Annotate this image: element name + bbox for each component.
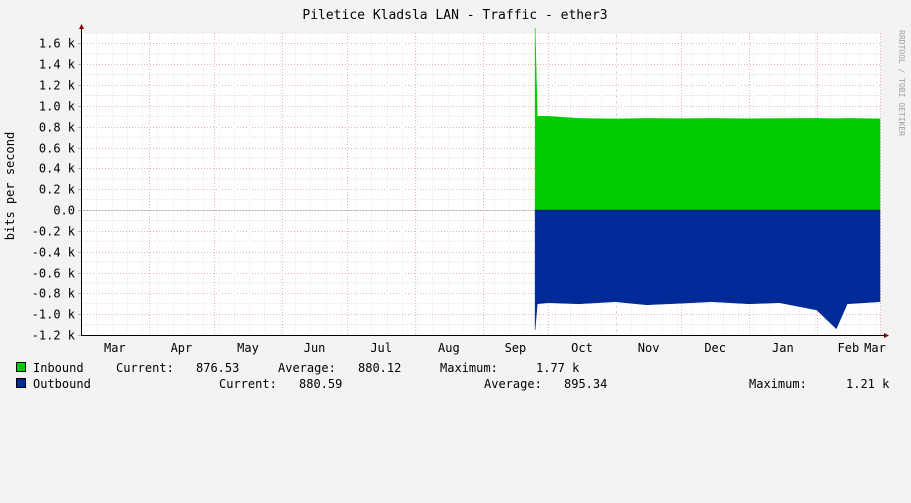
- x-tick-label: Apr: [171, 341, 193, 355]
- x-tick-label: May: [237, 341, 259, 355]
- tick-labels: 1.6 k 1.4 k 1.2 k 1.0 k 0.8 k 0.6 k 0.4 k 0.2 k…: [32, 37, 886, 356]
- legend-current-outbound: 880.59: [299, 377, 343, 391]
- y-tick-label: 1.0 k: [39, 100, 76, 114]
- legend-maximum-inbound: 1.77 k: [536, 361, 580, 375]
- data-layer: [534, 27, 881, 330]
- y-tick-label: -0.4 k: [32, 246, 76, 260]
- legend-label-inbound: Inbound: [33, 361, 84, 375]
- y-tick-label: 1.2 k: [39, 79, 76, 93]
- x-tick-label: Mar: [104, 341, 126, 355]
- y-tick-label: -0.2 k: [32, 225, 76, 239]
- legend-average-label-outbound: Average:: [484, 377, 542, 391]
- x-axis-arrow: [884, 333, 889, 338]
- legend-current-inbound: 876.53: [196, 361, 240, 375]
- y-tick-label: -1.0 k: [32, 308, 76, 322]
- chart-watermark: RRDTOOL / TOBI OETIKER: [897, 30, 906, 136]
- y-axis-label: bits per second: [3, 132, 17, 240]
- x-tick-label: Feb: [838, 341, 860, 355]
- y-tick-label: 1.6 k: [39, 37, 76, 51]
- series-area-outbound: [534, 209, 881, 330]
- x-tick-label: Oct: [571, 341, 593, 355]
- y-tick-label: 0.4 k: [39, 162, 76, 176]
- y-tick-label: -0.8 k: [32, 287, 76, 301]
- x-tick-label: Mar: [864, 341, 886, 355]
- y-tick-label: -0.6 k: [32, 267, 76, 281]
- legend-current-label-inbound: Current:: [116, 361, 174, 375]
- legend-average-label-inbound: Average:: [278, 361, 336, 375]
- x-tick-label: Jun: [304, 341, 326, 355]
- x-tick-label: Jan: [772, 341, 794, 355]
- legend-maximum-outbound: 1.21 k: [846, 377, 890, 391]
- series-area-inbound: [534, 27, 881, 211]
- legend-swatch-outbound: [16, 378, 26, 388]
- y-tick-label: 0.6 k: [39, 142, 76, 156]
- x-tick-label: Dec: [704, 341, 726, 355]
- legend-average-inbound: 880.12: [358, 361, 402, 375]
- legend-current-label-outbound: Current:: [219, 377, 277, 391]
- y-axis-arrow: [79, 24, 84, 29]
- legend-row-inbound: Inbound Current: 876.53 Average: 880.12 …: [16, 361, 579, 375]
- x-tick-label: Sep: [505, 341, 527, 355]
- legend-label-outbound: Outbound: [33, 377, 91, 391]
- legend-swatch-inbound: [16, 362, 26, 372]
- x-tick-label: Aug: [438, 341, 460, 355]
- x-tick-label: Jul: [370, 341, 392, 355]
- legend-maximum-label-inbound: Maximum:: [440, 361, 498, 375]
- traffic-chart: Piletice Kladsla LAN - Traffic - ether3 …: [3, 8, 906, 356]
- y-tick-label: -1.2 k: [32, 329, 76, 343]
- legend-maximum-label-outbound: Maximum:: [749, 377, 807, 391]
- axis-layer: [78, 24, 889, 338]
- y-tick-label: 0.8 k: [39, 121, 76, 135]
- y-tick-label: 0.0: [53, 204, 75, 218]
- legend-row-outbound: Outbound Current: 880.59 Average: 895.34…: [16, 377, 889, 391]
- y-tick-label: 0.2 k: [39, 183, 76, 197]
- y-tick-label: 1.4 k: [39, 58, 76, 72]
- chart-title: Piletice Kladsla LAN - Traffic - ether3: [302, 8, 607, 23]
- x-tick-label: Nov: [638, 341, 660, 355]
- legend-average-outbound: 895.34: [564, 377, 608, 391]
